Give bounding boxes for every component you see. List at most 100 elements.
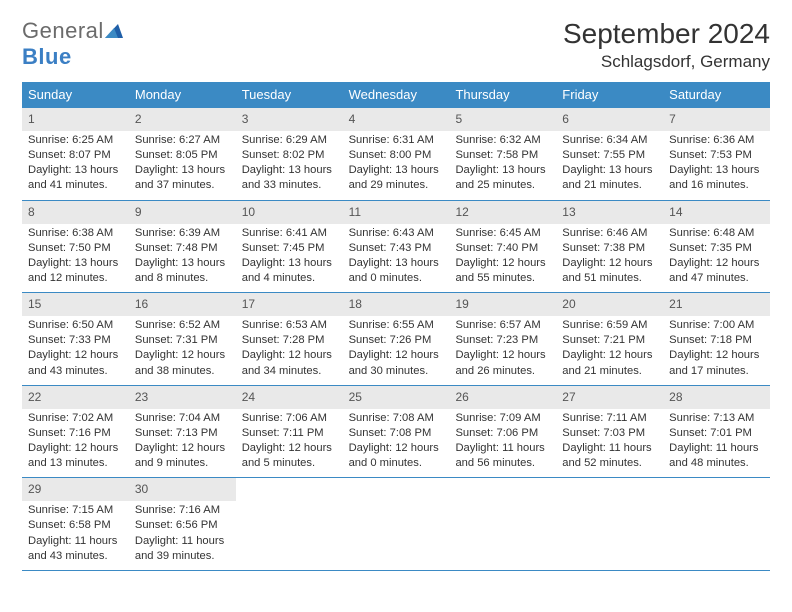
day-number-strip: 29 [22,478,129,501]
day-body: Sunrise: 6:31 AMSunset: 8:00 PMDaylight:… [343,131,450,199]
weekday-label: Wednesday [343,82,450,108]
day-number: 4 [349,112,356,126]
day-daylight: Daylight: 12 hours and 26 minutes. [455,348,550,378]
day-sunrise: Sunrise: 6:31 AM [349,133,444,148]
day-number-strip: 15 [22,293,129,316]
day-number-strip: 10 [236,201,343,224]
day-number: 21 [669,297,682,311]
day-number: 17 [242,297,255,311]
day-daylight: Daylight: 12 hours and 0 minutes. [349,441,444,471]
day-number: 20 [562,297,575,311]
day-sunrise: Sunrise: 7:15 AM [28,503,123,518]
day-sunset: Sunset: 8:07 PM [28,148,123,163]
calendar-day: 13Sunrise: 6:46 AMSunset: 7:38 PMDayligh… [556,201,663,293]
day-sunrise: Sunrise: 7:00 AM [669,318,764,333]
day-number: 6 [562,112,569,126]
day-body: Sunrise: 6:55 AMSunset: 7:26 PMDaylight:… [343,316,450,384]
day-sunrise: Sunrise: 6:50 AM [28,318,123,333]
calendar-day: 9Sunrise: 6:39 AMSunset: 7:48 PMDaylight… [129,201,236,293]
day-body: Sunrise: 6:32 AMSunset: 7:58 PMDaylight:… [449,131,556,199]
calendar-day: 18 Sunrise: 6:55 AMSunset: 7:26 PMDayligh… [343,293,450,385]
day-sunset: Sunset: 7:40 PM [455,241,550,256]
day-number: 19 [455,297,468,311]
calendar-day: 21Sunrise: 7:00 AMSunset: 7:18 PMDayligh… [663,293,770,385]
day-sunset: Sunset: 7:23 PM [455,333,550,348]
day-number: 30 [135,482,148,496]
calendar-day: 1Sunrise: 6:25 AMSunset: 8:07 PMDaylight… [22,108,129,200]
day-sunset: Sunset: 7:28 PM [242,333,337,348]
day-number: 26 [455,390,468,404]
day-sunset: Sunset: 7:21 PM [562,333,657,348]
calendar-day: 26Sunrise: 7:09 AMSunset: 7:06 PMDayligh… [449,386,556,478]
day-sunset: Sunset: 7:06 PM [455,426,550,441]
day-number: 1 [28,112,35,126]
calendar-day: 29 Sunrise: 7:15 AMSunset: 6:58 PMDayligh… [22,478,129,570]
day-body: Sunrise: 6:45 AMSunset: 7:40 PMDaylight:… [449,224,556,292]
day-number-strip: 20 [556,293,663,316]
day-number-strip: 17 [236,293,343,316]
day-sunrise: Sunrise: 7:02 AM [28,411,123,426]
day-sunrise: Sunrise: 6:29 AM [242,133,337,148]
day-body: Sunrise: 7:15 AMSunset: 6:58 PMDaylight:… [22,501,129,569]
brand-logo: General Blue [22,18,123,70]
day-number: 8 [28,205,35,219]
day-daylight: Daylight: 11 hours and 48 minutes. [669,441,764,471]
day-number-strip: 21 [663,293,770,316]
day-daylight: Daylight: 12 hours and 43 minutes. [28,348,123,378]
weekday-label: Monday [129,82,236,108]
calendar-day: 20Sunrise: 6:59 AMSunset: 7:21 PMDayligh… [556,293,663,385]
day-sunrise: Sunrise: 6:55 AM [349,318,444,333]
weekday-label: Sunday [22,82,129,108]
day-number: 24 [242,390,255,404]
calendar-week: 22Sunrise: 7:02 AMSunset: 7:16 PMDayligh… [22,386,770,479]
calendar-day: 27Sunrise: 7:11 AMSunset: 7:03 PMDayligh… [556,386,663,478]
day-sunset: Sunset: 6:56 PM [135,518,230,533]
day-sunrise: Sunrise: 7:13 AM [669,411,764,426]
calendar-week: 8Sunrise: 6:38 AMSunset: 7:50 PMDaylight… [22,201,770,294]
day-sunset: Sunset: 7:13 PM [135,426,230,441]
day-daylight: Daylight: 12 hours and 21 minutes. [562,348,657,378]
day-number-strip: 9 [129,201,236,224]
calendar-day [236,478,343,570]
day-sunset: Sunset: 7:26 PM [349,333,444,348]
day-body: Sunrise: 7:04 AMSunset: 7:13 PMDaylight:… [129,409,236,477]
day-daylight: Daylight: 12 hours and 47 minutes. [669,256,764,286]
day-sunset: Sunset: 7:45 PM [242,241,337,256]
day-number: 18 [349,297,362,311]
day-number-strip: 23 [129,386,236,409]
day-body: Sunrise: 6:52 AMSunset: 7:31 PMDaylight:… [129,316,236,384]
day-number-strip: 14 [663,201,770,224]
day-number: 5 [455,112,462,126]
day-daylight: Daylight: 11 hours and 39 minutes. [135,534,230,564]
day-sunrise: Sunrise: 7:16 AM [135,503,230,518]
day-number-strip: 8 [22,201,129,224]
day-number: 12 [455,205,468,219]
calendar-day: 22Sunrise: 7:02 AMSunset: 7:16 PMDayligh… [22,386,129,478]
calendar-day: 17Sunrise: 6:53 AMSunset: 7:28 PMDayligh… [236,293,343,385]
day-number-strip: 3 [236,108,343,131]
day-sunrise: Sunrise: 6:25 AM [28,133,123,148]
calendar-day: 11Sunrise: 6:43 AMSunset: 7:43 PMDayligh… [343,201,450,293]
day-body: Sunrise: 6:36 AMSunset: 7:53 PMDaylight:… [663,131,770,199]
day-daylight: Daylight: 12 hours and 34 minutes. [242,348,337,378]
calendar-day: 3Sunrise: 6:29 AMSunset: 8:02 PMDaylight… [236,108,343,200]
day-sunrise: Sunrise: 6:27 AM [135,133,230,148]
day-number-strip: 19 [449,293,556,316]
day-number: 22 [28,390,41,404]
day-number: 29 [28,482,41,496]
day-sunrise: Sunrise: 6:52 AM [135,318,230,333]
day-daylight: Daylight: 12 hours and 17 minutes. [669,348,764,378]
calendar-day: 7Sunrise: 6:36 AMSunset: 7:53 PMDaylight… [663,108,770,200]
day-number-strip: 22 [22,386,129,409]
calendar-day: 4 Sunrise: 6:31 AMSunset: 8:00 PMDaylight… [343,108,450,200]
day-daylight: Daylight: 12 hours and 38 minutes. [135,348,230,378]
day-number: 10 [242,205,255,219]
day-sunset: Sunset: 7:48 PM [135,241,230,256]
day-sunrise: Sunrise: 6:36 AM [669,133,764,148]
day-body: Sunrise: 6:39 AMSunset: 7:48 PMDaylight:… [129,224,236,292]
calendar-week: 15Sunrise: 6:50 AMSunset: 7:33 PMDayligh… [22,293,770,386]
weekday-label: Friday [556,82,663,108]
calendar-day: 5 Sunrise: 6:32 AMSunset: 7:58 PMDaylight… [449,108,556,200]
day-sunset: Sunset: 7:43 PM [349,241,444,256]
day-sunset: Sunset: 7:53 PM [669,148,764,163]
